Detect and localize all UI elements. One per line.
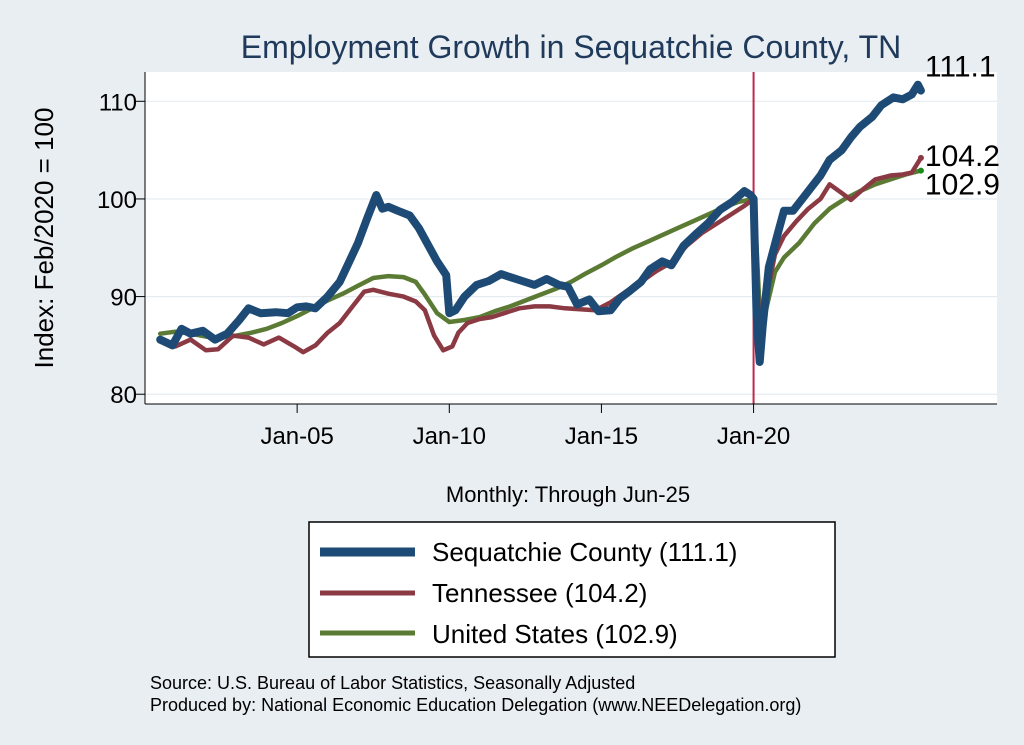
x-tick-label: Jan-10: [413, 423, 486, 450]
series-line-united-states: [157, 168, 924, 344]
produced-by-line: Produced by: National Economic Education…: [150, 695, 801, 715]
x-axis-label: Monthly: Through Jun-25: [446, 482, 690, 507]
legend-label-united-states: United States (102.9): [432, 619, 678, 649]
series-line-tennessee: [157, 155, 924, 355]
end-marker-tennessee: [917, 154, 924, 161]
x-tick-label: Jan-15: [565, 423, 638, 450]
end-marker-sequatchie: [917, 87, 924, 94]
legend-label-sequatchie: Sequatchie County (111.1): [432, 537, 737, 567]
end-label-sequatchie: 111.1: [925, 51, 996, 84]
y-axis-label: Index: Feb/2020 = 100: [29, 108, 59, 369]
y-tick-label: 80: [110, 382, 137, 409]
series-line-sequatchie: [156, 80, 925, 366]
series-lines: [156, 80, 925, 366]
x-tick-label: Jan-05: [260, 423, 333, 450]
end-marker-united-states: [917, 167, 924, 174]
legend-label-tennessee: Tennessee (104.2): [432, 578, 647, 608]
x-tick-label: Jan-20: [717, 423, 790, 450]
axes: 80 90 100 110 Jan-05 Jan-10 Jan-15 Jan-20: [97, 72, 997, 450]
y-tick-label: 90: [110, 285, 137, 312]
chart-title: Employment Growth in Sequatchie County, …: [241, 29, 901, 65]
legend: Sequatchie County (111.1) Tennessee (104…: [308, 521, 836, 658]
y-tick-label: 110: [99, 89, 137, 116]
end-label-tennessee: 104.2: [925, 140, 1000, 173]
source-line: Source: U.S. Bureau of Labor Statistics,…: [150, 673, 635, 693]
end-label-united-states: 102.9: [925, 169, 1000, 202]
y-tick-label: 100: [97, 187, 137, 214]
